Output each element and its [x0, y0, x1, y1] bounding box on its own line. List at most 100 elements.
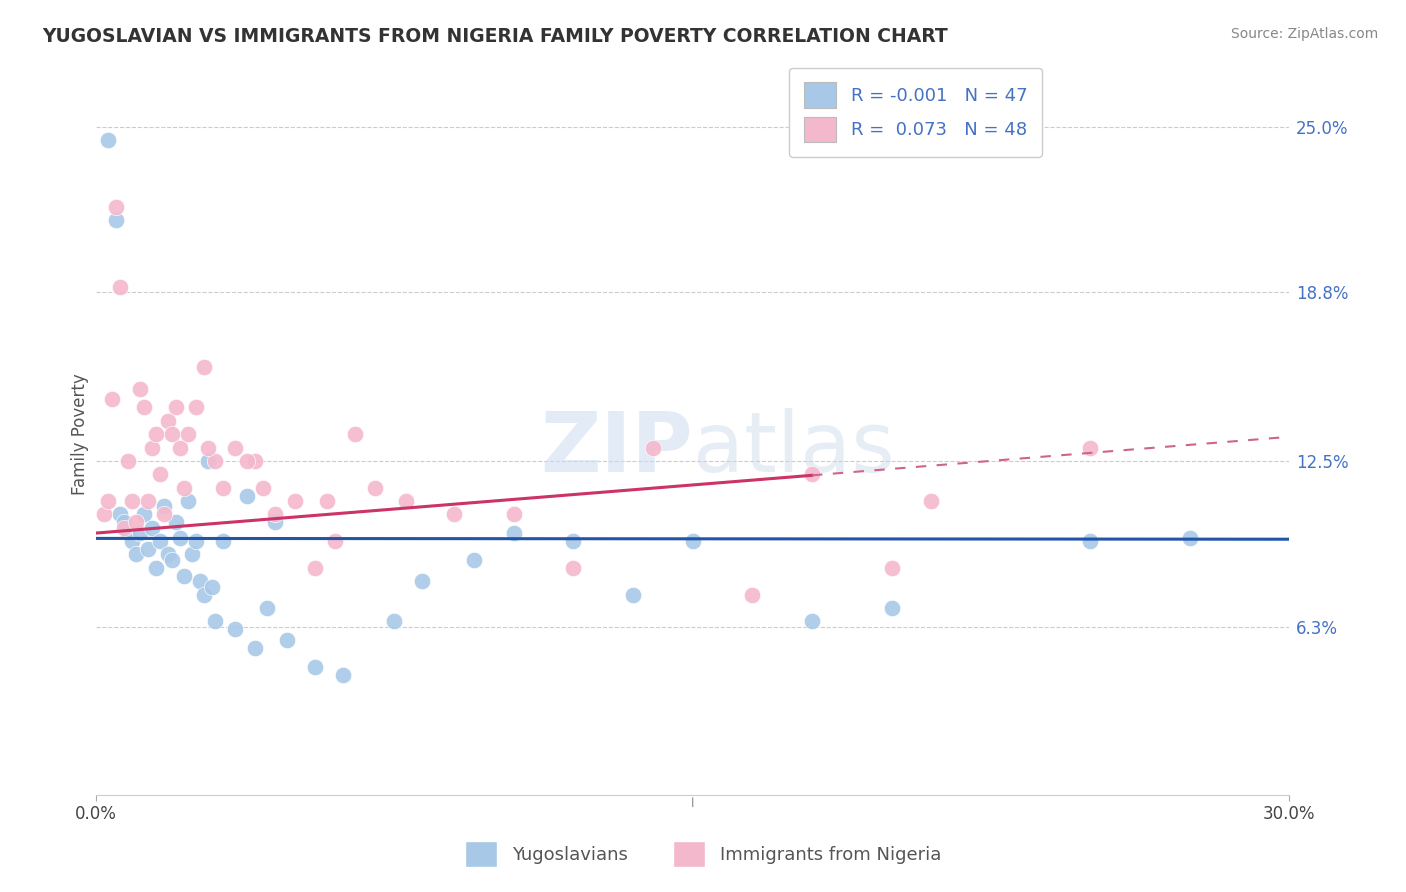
- Point: [411, 574, 433, 589]
- Legend: R = -0.001   N = 47, R =  0.073   N = 48: R = -0.001 N = 47, R = 0.073 N = 48: [789, 68, 1042, 157]
- Point: [117, 526, 139, 541]
- Point: [343, 427, 366, 442]
- Point: [93, 508, 115, 522]
- Point: [245, 454, 267, 468]
- Point: [145, 427, 167, 442]
- Point: [117, 454, 139, 468]
- Point: [112, 521, 135, 535]
- Point: [136, 542, 159, 557]
- Point: [880, 601, 903, 615]
- Point: [224, 623, 246, 637]
- Point: [562, 561, 585, 575]
- Point: [125, 548, 148, 562]
- Point: [152, 508, 174, 522]
- Point: [121, 534, 143, 549]
- Point: [101, 392, 124, 407]
- Point: [125, 516, 148, 530]
- Point: [108, 280, 131, 294]
- Point: [502, 508, 524, 522]
- Point: [97, 133, 120, 147]
- Point: [176, 494, 198, 508]
- Point: [741, 588, 763, 602]
- Point: [332, 667, 354, 681]
- Point: [141, 441, 163, 455]
- Point: [621, 588, 644, 602]
- Point: [384, 615, 406, 629]
- Point: [880, 561, 903, 575]
- Point: [169, 532, 191, 546]
- Text: YUGOSLAVIAN VS IMMIGRANTS FROM NIGERIA FAMILY POVERTY CORRELATION CHART: YUGOSLAVIAN VS IMMIGRANTS FROM NIGERIA F…: [42, 27, 948, 45]
- Point: [156, 414, 179, 428]
- Point: [136, 494, 159, 508]
- Point: [236, 489, 259, 503]
- Point: [363, 481, 385, 495]
- Point: [200, 580, 222, 594]
- Point: [801, 467, 824, 482]
- Y-axis label: Family Poverty: Family Poverty: [72, 373, 89, 495]
- Text: atlas: atlas: [693, 408, 894, 489]
- Point: [315, 494, 337, 508]
- Point: [204, 615, 226, 629]
- Point: [152, 500, 174, 514]
- Point: [443, 508, 465, 522]
- Point: [193, 588, 215, 602]
- Point: [682, 534, 704, 549]
- Point: [188, 574, 211, 589]
- Point: [180, 548, 202, 562]
- Point: [284, 494, 307, 508]
- Point: [112, 516, 135, 530]
- Point: [256, 601, 278, 615]
- Point: [184, 401, 207, 415]
- Point: [176, 427, 198, 442]
- Point: [173, 481, 195, 495]
- Point: [197, 441, 219, 455]
- Point: [1080, 534, 1102, 549]
- Point: [502, 526, 524, 541]
- Point: [204, 454, 226, 468]
- Point: [149, 467, 172, 482]
- Point: [212, 481, 235, 495]
- Point: [1080, 441, 1102, 455]
- Text: ZIP: ZIP: [540, 408, 693, 489]
- Point: [304, 659, 326, 673]
- Point: [160, 553, 183, 567]
- Point: [395, 494, 418, 508]
- Point: [173, 569, 195, 583]
- Point: [252, 481, 274, 495]
- Point: [245, 640, 267, 655]
- Legend: Yugoslavians, Immigrants from Nigeria: Yugoslavians, Immigrants from Nigeria: [457, 834, 949, 874]
- Point: [304, 561, 326, 575]
- Point: [276, 632, 298, 647]
- Point: [264, 516, 287, 530]
- Point: [165, 516, 187, 530]
- Point: [156, 548, 179, 562]
- Point: [129, 382, 152, 396]
- Point: [184, 534, 207, 549]
- Point: [108, 508, 131, 522]
- Point: [236, 454, 259, 468]
- Point: [132, 401, 155, 415]
- Point: [212, 534, 235, 549]
- Point: [121, 494, 143, 508]
- Point: [197, 454, 219, 468]
- Point: [920, 494, 942, 508]
- Point: [193, 360, 215, 375]
- Point: [463, 553, 485, 567]
- Point: [145, 561, 167, 575]
- Point: [1178, 532, 1201, 546]
- Point: [160, 427, 183, 442]
- Point: [132, 508, 155, 522]
- Point: [169, 441, 191, 455]
- Point: [105, 200, 128, 214]
- Point: [149, 534, 172, 549]
- Point: [224, 441, 246, 455]
- Point: [97, 494, 120, 508]
- Point: [264, 508, 287, 522]
- Point: [129, 526, 152, 541]
- Text: Source: ZipAtlas.com: Source: ZipAtlas.com: [1230, 27, 1378, 41]
- Point: [165, 401, 187, 415]
- Point: [323, 534, 346, 549]
- Point: [141, 521, 163, 535]
- Point: [801, 615, 824, 629]
- Point: [105, 213, 128, 227]
